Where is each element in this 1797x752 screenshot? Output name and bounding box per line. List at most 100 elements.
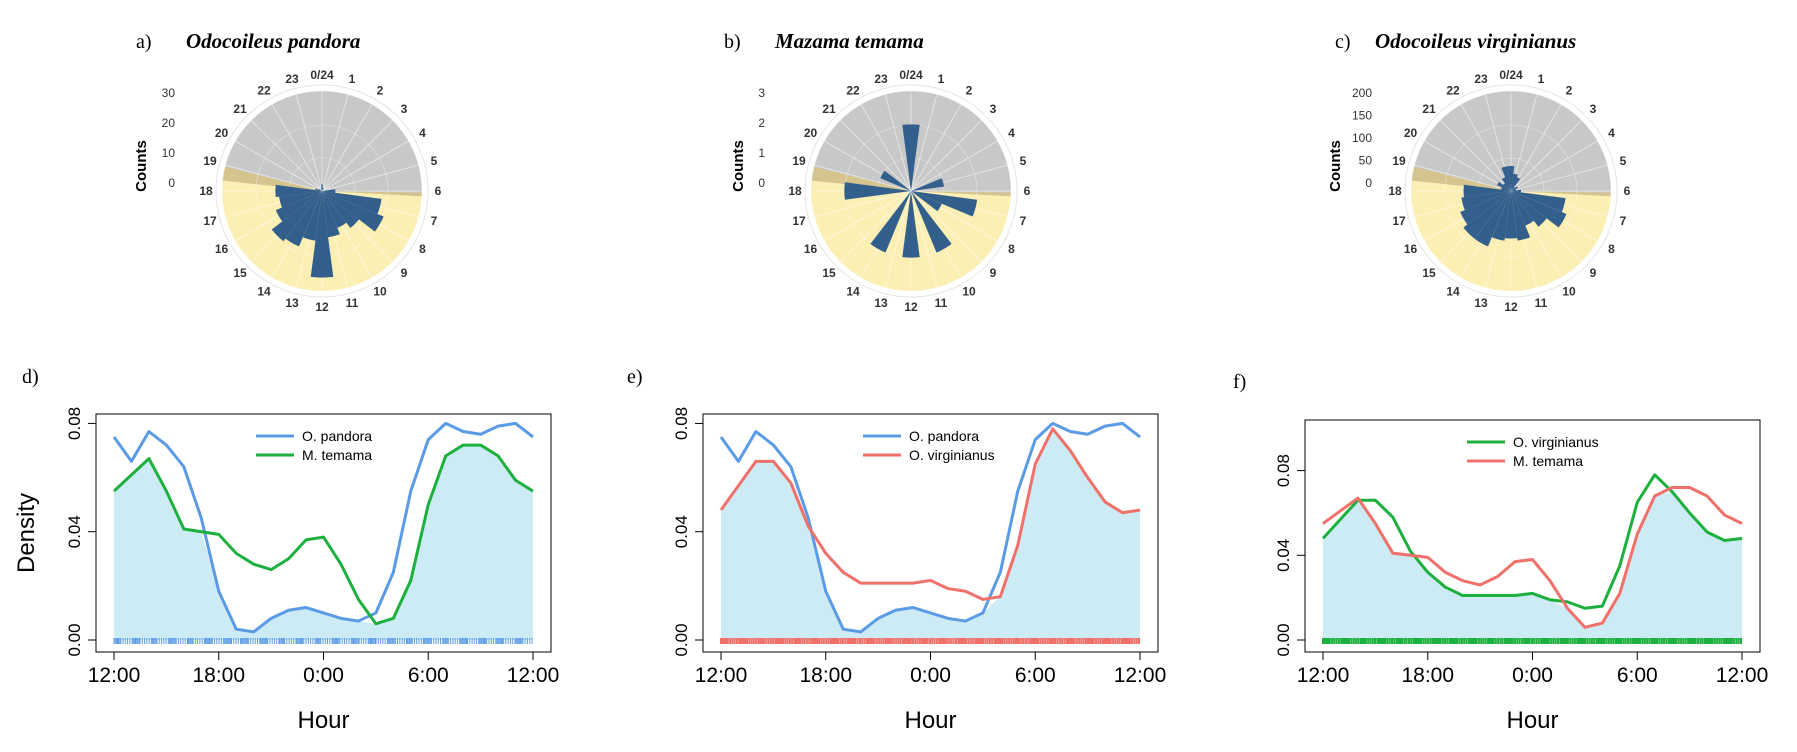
y-axis-label: Counts (1327, 140, 1344, 192)
rose-bar-hour-14 (870, 191, 911, 253)
rose-bar-hour-18 (844, 182, 911, 200)
hour-label: 1 (938, 72, 945, 86)
hour-label: 16 (1404, 242, 1418, 256)
spoke-line (814, 190, 912, 218)
x-tick-label: 0:00 (1512, 664, 1553, 687)
rose-bar-hour-10 (911, 191, 952, 253)
hour-label: 21 (1422, 102, 1436, 116)
panel-label: e) (627, 366, 643, 388)
rose-bar-hour-15 (1463, 191, 1511, 239)
spoke-line (321, 104, 373, 192)
hour-label: 12 (1504, 300, 1518, 314)
rose-bar-hour-0 (1507, 165, 1515, 191)
outer-ring (804, 84, 1018, 298)
rose-bar-hour-16 (275, 191, 322, 222)
spoke-line (271, 104, 323, 192)
x-tick-label: 12:00 (1297, 664, 1350, 687)
y-tick-label: 0.00 (1274, 623, 1293, 656)
rose-chart-3: 0/24 123456789101112131415161718192021222… (1327, 29, 1631, 314)
hour-label: 16 (215, 242, 229, 256)
hour-label: 9 (1590, 266, 1597, 280)
spoke-line (910, 140, 998, 192)
spoke-line (295, 94, 323, 192)
density-chart-3: 0.00 0.04 0.08 12:00 18:00 0:00 6:00 12:00 Hour O… (1233, 371, 1768, 734)
rose-bar-hour-1 (322, 187, 324, 191)
x-tick-label: 18:00 (799, 664, 852, 687)
spoke-line (235, 140, 323, 192)
hour-label: 14 (846, 285, 860, 299)
rose-bar-hour-15 (271, 191, 322, 242)
panel-label: c) (1335, 31, 1351, 53)
twilight-sector (1411, 166, 1511, 191)
outer-ring (1404, 84, 1618, 298)
spoke-line (1510, 164, 1608, 192)
x-tick-label: 12:00 (1114, 664, 1167, 687)
panel-label: f) (1233, 371, 1246, 393)
spoke-line (1440, 120, 1512, 192)
rose-bar-hour-14 (1474, 191, 1511, 247)
legend-label: M. temama (302, 447, 372, 463)
spoke-line (1424, 140, 1512, 192)
spoke-line (910, 94, 938, 192)
rose-chart-1: 0/24 123456789101112131415161718192021222… (133, 29, 442, 314)
radial-tick-label: 1 (758, 146, 765, 160)
radial-tick-label: 30 (162, 86, 176, 100)
spoke-line (321, 94, 349, 192)
rose-bar-hour-7 (1511, 191, 1566, 213)
rose-bar-hour-20 (1497, 181, 1511, 191)
hour-label: 3 (1590, 102, 1597, 116)
legend-label: O. virginianus (1513, 434, 1599, 450)
radial-tick-label: 100 (1352, 131, 1372, 145)
rose-bar-hour-8 (322, 191, 384, 232)
y-tick-label: 0.08 (65, 407, 84, 440)
radial-tick-label: 200 (1352, 86, 1372, 100)
chart-title: Mazama temama (774, 29, 924, 53)
hour-label: 20 (1404, 126, 1418, 140)
grid-ring (221, 90, 423, 292)
rose-bar-hour-0 (321, 184, 323, 191)
spoke-line (860, 104, 912, 192)
y-tick-label: 0.00 (672, 623, 691, 656)
hour-label: 0/24 (310, 68, 334, 82)
hour-label: 2 (966, 84, 973, 98)
hour-label: 13 (285, 296, 299, 310)
rose-bar-hour-12 (902, 191, 920, 258)
rose-bar-hour-13 (1491, 191, 1511, 241)
spoke-line (1510, 104, 1562, 192)
rose-bar-hour-9 (322, 191, 360, 229)
hour-label: 3 (401, 102, 408, 116)
hour-label: 4 (1608, 126, 1615, 140)
radial-tick-label: 0 (168, 176, 175, 190)
hour-label: 5 (1620, 154, 1627, 168)
hour-label: 12 (904, 300, 918, 314)
outer-ring (215, 84, 429, 298)
x-tick-label: 6:00 (1015, 664, 1056, 687)
rose-bar-hour-8 (1511, 191, 1567, 228)
hour-label: 20 (804, 126, 818, 140)
hour-label: 8 (1608, 242, 1615, 256)
spoke-line (1510, 120, 1582, 192)
hour-label: 13 (1474, 296, 1488, 310)
night-sector (911, 91, 1011, 197)
spoke-line (824, 190, 912, 242)
legend-label: O. virginianus (909, 447, 995, 463)
x-tick-label: 12:00 (1716, 664, 1769, 687)
spoke-line (840, 120, 912, 192)
rose-bar-hour-12 (310, 191, 334, 278)
hour-label: 11 (935, 296, 948, 310)
x-axis-label: Hour (1506, 707, 1558, 734)
grid-ring (1444, 124, 1578, 258)
rose-bar-hour-17 (279, 191, 322, 208)
hour-label: 14 (1446, 285, 1460, 299)
rose-bar-hour-19 (315, 188, 322, 191)
legend-label: O. pandora (302, 428, 372, 444)
hour-label: 22 (257, 84, 271, 98)
hour-label: 0/24 (1499, 68, 1523, 82)
twilight-sector (911, 191, 1011, 197)
rose-bar-hour-18 (275, 184, 322, 198)
rose-bar-hour-14 (285, 191, 322, 247)
y-axis-label: Density (13, 493, 40, 573)
legend-label: O. pandora (909, 428, 979, 444)
series-line-1 (1321, 473, 1743, 610)
